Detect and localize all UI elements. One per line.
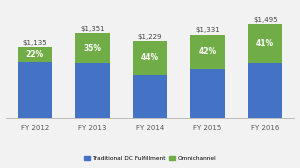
Text: 42%: 42% <box>199 48 217 56</box>
Text: 44%: 44% <box>141 53 159 62</box>
Text: $1,331: $1,331 <box>195 27 220 33</box>
Text: 35%: 35% <box>83 44 101 53</box>
Bar <box>75 33 110 63</box>
Bar <box>248 62 283 118</box>
Text: 41%: 41% <box>256 39 274 48</box>
Bar <box>75 63 110 118</box>
Bar <box>248 24 283 62</box>
Legend: Traditional DC Fulfillment, Omnichannel: Traditional DC Fulfillment, Omnichannel <box>82 154 218 164</box>
Text: $1,135: $1,135 <box>22 40 47 46</box>
Bar <box>133 75 167 118</box>
Bar <box>17 62 52 118</box>
Bar <box>190 69 225 118</box>
Text: 22%: 22% <box>26 50 44 59</box>
Text: $1,351: $1,351 <box>80 26 105 32</box>
Bar <box>133 41 167 75</box>
Bar <box>190 35 225 69</box>
Text: $1,495: $1,495 <box>253 17 278 23</box>
Text: $1,229: $1,229 <box>138 34 162 40</box>
Bar <box>17 47 52 62</box>
